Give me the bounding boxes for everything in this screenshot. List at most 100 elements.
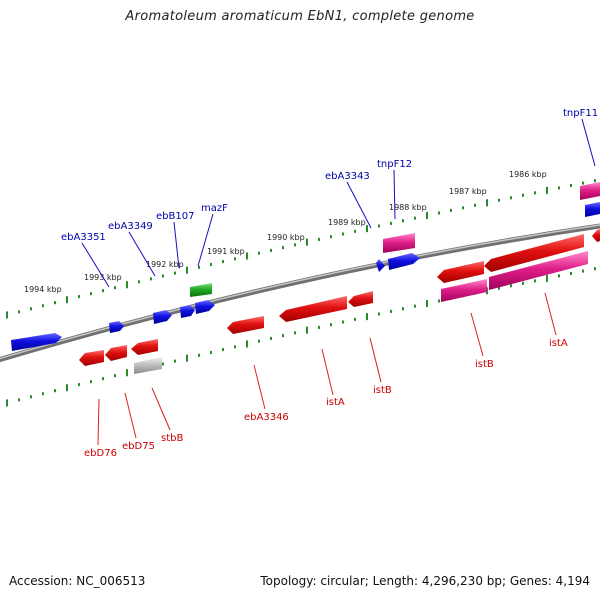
gene-ebA3349[interactable] bbox=[109, 321, 124, 333]
kbp-tick bbox=[510, 196, 512, 200]
gene-ebB107b[interactable] bbox=[180, 305, 195, 318]
kbp-tick bbox=[330, 235, 332, 239]
kbp-tick bbox=[66, 384, 68, 392]
kbp-tick bbox=[294, 331, 296, 335]
kbp-tick bbox=[498, 198, 500, 202]
kbp-label-1988: 1988 kbp bbox=[389, 203, 427, 212]
kbp-tick bbox=[366, 313, 368, 321]
kbp-tick bbox=[306, 326, 308, 334]
kbp-tick bbox=[426, 300, 428, 308]
label-ebA3346[interactable]: ebA3346 bbox=[244, 412, 289, 423]
kbp-tick bbox=[258, 339, 260, 343]
label-istA[interactable]: istA bbox=[326, 397, 345, 408]
label-ebB107[interactable]: ebB107 bbox=[156, 211, 194, 222]
gene-ebA3346[interactable] bbox=[227, 316, 264, 334]
gene-ebD76[interactable] bbox=[79, 350, 104, 366]
gene-istA[interactable] bbox=[279, 296, 347, 322]
label-ebA3343[interactable]: ebA3343 bbox=[325, 171, 370, 182]
gene-istA-2[interactable] bbox=[484, 234, 584, 272]
label-mazF[interactable]: mazF bbox=[201, 203, 228, 214]
gene-istB-2-pink[interactable] bbox=[441, 279, 487, 302]
label-ebD76[interactable]: ebD76 bbox=[84, 448, 117, 459]
gene-ebA3343[interactable] bbox=[376, 259, 385, 272]
kbp-tick bbox=[342, 232, 344, 236]
kbp-tick bbox=[378, 224, 380, 228]
kbp-tick bbox=[186, 354, 188, 362]
kbp-tick bbox=[198, 353, 200, 357]
label-ebA3351[interactable]: ebA3351 bbox=[61, 232, 106, 243]
kbp-tick bbox=[30, 395, 32, 399]
kbp-label-1986: 1986 kbp bbox=[509, 170, 547, 179]
forward-leader-lines bbox=[81, 118, 596, 288]
gene-ebA3351[interactable] bbox=[11, 333, 62, 351]
kbp-tick bbox=[546, 186, 548, 194]
kbp-tick bbox=[270, 336, 272, 340]
reverse-leader-lines bbox=[97, 292, 557, 446]
kbp-tick bbox=[534, 279, 536, 283]
label-istB-2[interactable]: istB bbox=[475, 359, 494, 370]
kbp-tick bbox=[54, 301, 56, 305]
label-stbB[interactable]: stbB bbox=[161, 433, 183, 444]
map-title: Aromatoleum aromaticum EbN1, complete ge… bbox=[125, 9, 475, 24]
kbp-tick bbox=[498, 286, 500, 290]
kbp-label-1994: 1994 kbp bbox=[24, 285, 62, 294]
gene-ebA3343b[interactable] bbox=[388, 253, 420, 270]
kbp-tick bbox=[390, 309, 392, 313]
gene-istA-2-pink[interactable] bbox=[489, 251, 588, 290]
topology-text: Topology: circular; Length: 4,296,230 bp… bbox=[260, 574, 590, 588]
kbp-tick bbox=[294, 243, 296, 247]
gene-ebD75[interactable] bbox=[105, 345, 127, 361]
kbp-tick bbox=[30, 307, 32, 311]
kbp-tick bbox=[570, 183, 572, 187]
kbp-tick bbox=[486, 199, 488, 207]
kbp-tick bbox=[270, 248, 272, 252]
kbp-tick bbox=[366, 225, 368, 233]
kbp-tick bbox=[462, 206, 464, 210]
gene-tnpF11-a[interactable] bbox=[580, 182, 600, 200]
kbp-tick bbox=[6, 399, 8, 407]
kbp-tick bbox=[186, 266, 188, 274]
kbp-tick bbox=[354, 317, 356, 321]
kbp-tick bbox=[126, 369, 128, 377]
kbp-tick bbox=[402, 219, 404, 223]
kbp-tick bbox=[78, 295, 80, 299]
label-ebD75[interactable]: ebD75 bbox=[122, 441, 155, 452]
gene-tnpF11-b[interactable] bbox=[585, 202, 600, 217]
kbp-tick bbox=[390, 221, 392, 225]
kbp-tick-row-bottom bbox=[6, 267, 596, 407]
label-istB[interactable]: istB bbox=[373, 385, 392, 396]
kbp-tick bbox=[162, 274, 164, 278]
label-tnpF12[interactable]: tnpF12 bbox=[377, 159, 412, 170]
kbp-tick bbox=[138, 280, 140, 284]
gene-istB-2[interactable] bbox=[437, 261, 484, 283]
kbp-tick bbox=[558, 274, 560, 278]
gene-stbB[interactable] bbox=[131, 339, 158, 355]
kbp-tick bbox=[582, 269, 584, 273]
gene-right-edge[interactable] bbox=[592, 229, 600, 242]
kbp-tick bbox=[306, 238, 308, 246]
label-tnpF11[interactable]: tnpF11 bbox=[563, 108, 598, 119]
gene-tnpF12[interactable] bbox=[383, 233, 415, 253]
kbp-tick bbox=[210, 350, 212, 354]
kbp-tick bbox=[582, 181, 584, 185]
kbp-tick bbox=[342, 320, 344, 324]
gene-stbB-pseudo[interactable] bbox=[134, 357, 162, 374]
kbp-tick bbox=[570, 271, 572, 275]
kbp-tick bbox=[78, 383, 80, 387]
kbp-tick bbox=[174, 359, 176, 363]
kbp-tick bbox=[354, 229, 356, 233]
label-ebA3349[interactable]: ebA3349 bbox=[108, 221, 153, 232]
kbp-tick bbox=[246, 340, 248, 348]
kbp-label-1989: 1989 kbp bbox=[328, 218, 366, 227]
kbp-tick bbox=[150, 277, 152, 281]
gene-istB[interactable] bbox=[348, 291, 373, 307]
kbp-tick bbox=[510, 284, 512, 288]
kbp-tick bbox=[198, 265, 200, 269]
kbp-tick bbox=[474, 203, 476, 207]
gene-rna-mazF[interactable] bbox=[190, 283, 212, 297]
label-istA-2[interactable]: istA bbox=[549, 338, 568, 349]
kbp-tick bbox=[282, 246, 284, 250]
kbp-tick bbox=[18, 310, 20, 314]
gene-ebB107[interactable] bbox=[153, 310, 172, 324]
gene-mazF-neighbor[interactable] bbox=[195, 300, 215, 314]
